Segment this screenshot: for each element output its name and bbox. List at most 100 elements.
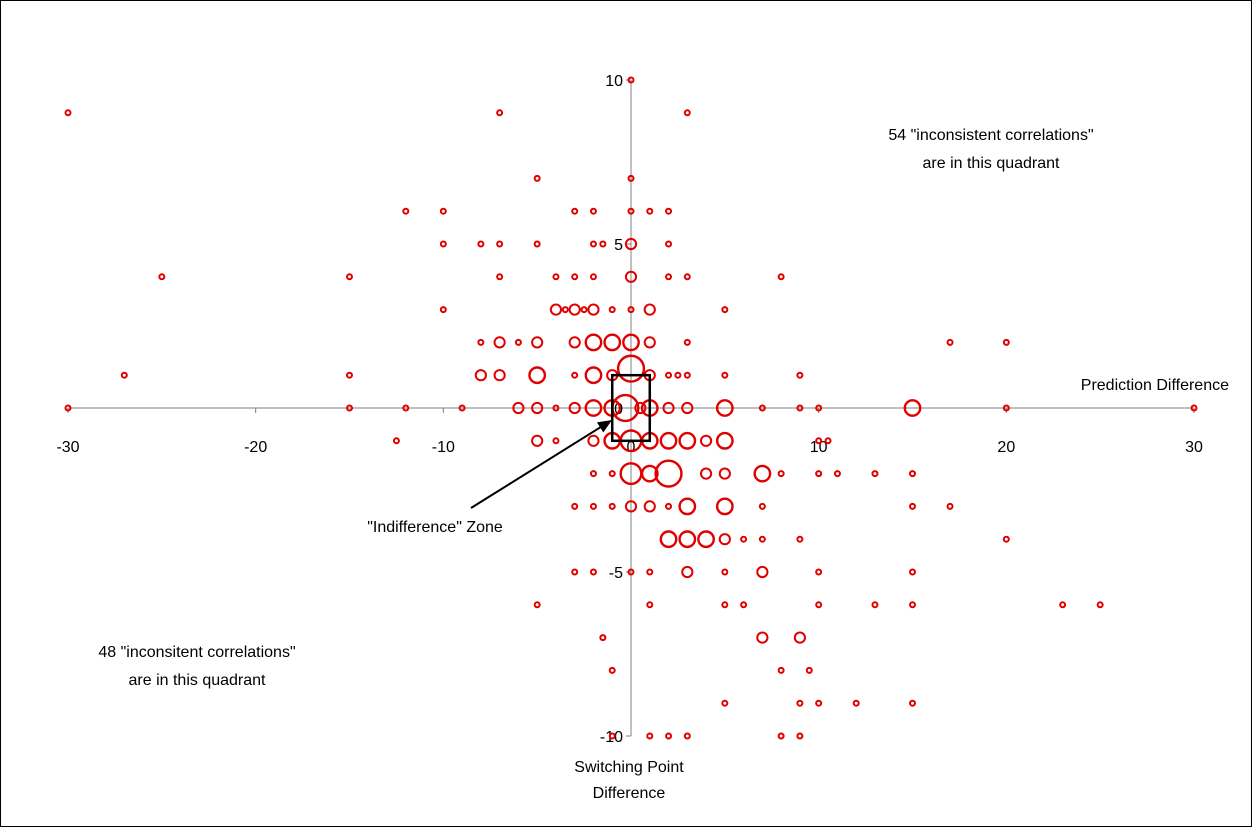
- data-point: [740, 601, 748, 609]
- data-point: [589, 470, 597, 478]
- data-point: [824, 437, 832, 445]
- data-point: [634, 401, 647, 415]
- data-point: [796, 699, 804, 707]
- data-point: [909, 568, 916, 576]
- data-point: [599, 634, 607, 642]
- data-point: [580, 306, 588, 314]
- data-point: [643, 500, 656, 513]
- data-point: [777, 470, 785, 478]
- data-point: [584, 333, 603, 352]
- data-point: [946, 502, 954, 510]
- data-point: [589, 273, 597, 281]
- data-point: [512, 401, 525, 415]
- data-point: [871, 601, 879, 609]
- data-point: [909, 502, 916, 510]
- data-point: [627, 306, 635, 314]
- data-point: [474, 369, 487, 382]
- data-point: [665, 240, 673, 248]
- data-point: [627, 207, 635, 215]
- data-point: [120, 371, 128, 379]
- data-point: [721, 601, 729, 609]
- data-point: [718, 467, 731, 480]
- data-point: [852, 699, 860, 707]
- data-point: [608, 470, 616, 478]
- data-point: [552, 273, 560, 281]
- arrowhead-icon: [596, 420, 612, 433]
- data-point: [589, 502, 597, 510]
- data-point: [561, 306, 569, 314]
- data-point: [659, 530, 678, 549]
- indifference-zone-box: [610, 373, 652, 443]
- data-point: [678, 530, 697, 549]
- data-point: [946, 338, 954, 346]
- data-point: [496, 240, 504, 248]
- x-tick-label: -10: [432, 439, 455, 456]
- data-point: [533, 240, 541, 248]
- data-point: [871, 470, 879, 478]
- data-point: [624, 500, 638, 513]
- data-point: [683, 732, 691, 740]
- data-point: [805, 666, 813, 674]
- data-point: [531, 434, 544, 447]
- data-point: [815, 699, 823, 707]
- y-tick-label: 10: [605, 73, 623, 90]
- data-point: [608, 502, 616, 510]
- x-axis-label: Prediction Difference: [1081, 377, 1229, 394]
- data-point: [571, 502, 579, 510]
- data-point: [439, 207, 447, 215]
- data-point: [1002, 535, 1010, 543]
- data-point: [568, 401, 581, 415]
- data-point: [603, 333, 622, 352]
- data-point: [662, 401, 675, 415]
- x-tick-label: 30: [1185, 439, 1203, 456]
- data-point: [777, 666, 785, 674]
- data-point: [1096, 601, 1104, 609]
- data-point: [493, 369, 506, 382]
- data-point: [627, 174, 635, 182]
- data-point: [777, 273, 785, 281]
- data-point: [624, 270, 638, 283]
- data-point: [643, 336, 656, 349]
- data-point: [608, 732, 616, 740]
- data-point: [683, 273, 691, 281]
- data-point: [683, 371, 691, 379]
- data-point: [552, 437, 560, 445]
- top-right-annotation-line-2: are in this quadrant: [923, 155, 1061, 172]
- bottom-left-annotation-line-2: are in this quadrant: [129, 672, 267, 689]
- x-tick-label: -20: [244, 439, 267, 456]
- data-point: [793, 631, 807, 644]
- data-point: [1002, 338, 1010, 346]
- data-point: [496, 273, 504, 281]
- data-point: [477, 240, 485, 248]
- top-right-annotation-line-1: 54 "inconsistent correlations": [888, 127, 1093, 144]
- data-point: [346, 273, 353, 281]
- data-point: [715, 497, 734, 516]
- data-point: [549, 303, 563, 316]
- data-point: [528, 366, 547, 385]
- data-point: [681, 565, 694, 579]
- data-point: [568, 336, 581, 349]
- data-point: [718, 533, 731, 546]
- data-point: [721, 699, 729, 707]
- data-point: [587, 434, 600, 447]
- data-point: [571, 371, 579, 379]
- indifference-zone-arrow: [470, 424, 605, 509]
- x-tick-label: 0: [627, 439, 636, 456]
- data-point: [493, 336, 506, 349]
- data-point: [699, 467, 713, 480]
- data-point: [646, 732, 654, 740]
- data-point: [909, 699, 916, 707]
- data-point: [589, 568, 597, 576]
- data-point: [568, 303, 581, 316]
- data-point: [402, 404, 410, 412]
- data-point: [909, 470, 916, 478]
- data-point: [674, 371, 682, 379]
- data-point: [721, 568, 729, 576]
- data-point: [571, 207, 579, 215]
- data-point: [753, 464, 772, 483]
- data-point: [627, 76, 635, 84]
- data-point: [608, 306, 616, 314]
- data-point: [678, 431, 697, 450]
